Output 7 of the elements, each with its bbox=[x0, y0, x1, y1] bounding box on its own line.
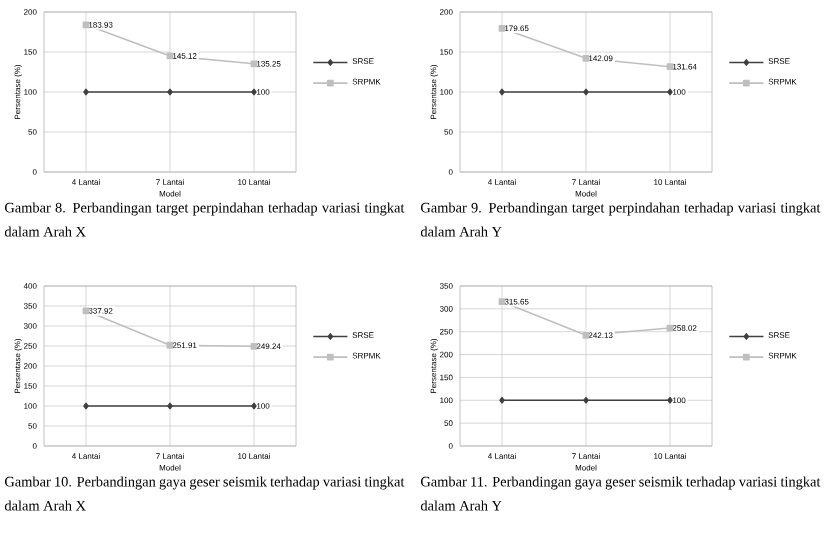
point bbox=[498, 24, 506, 32]
point bbox=[82, 21, 90, 29]
point bbox=[250, 60, 258, 68]
point bbox=[82, 307, 90, 315]
point bbox=[250, 342, 258, 350]
point bbox=[582, 331, 590, 339]
point bbox=[166, 341, 174, 349]
